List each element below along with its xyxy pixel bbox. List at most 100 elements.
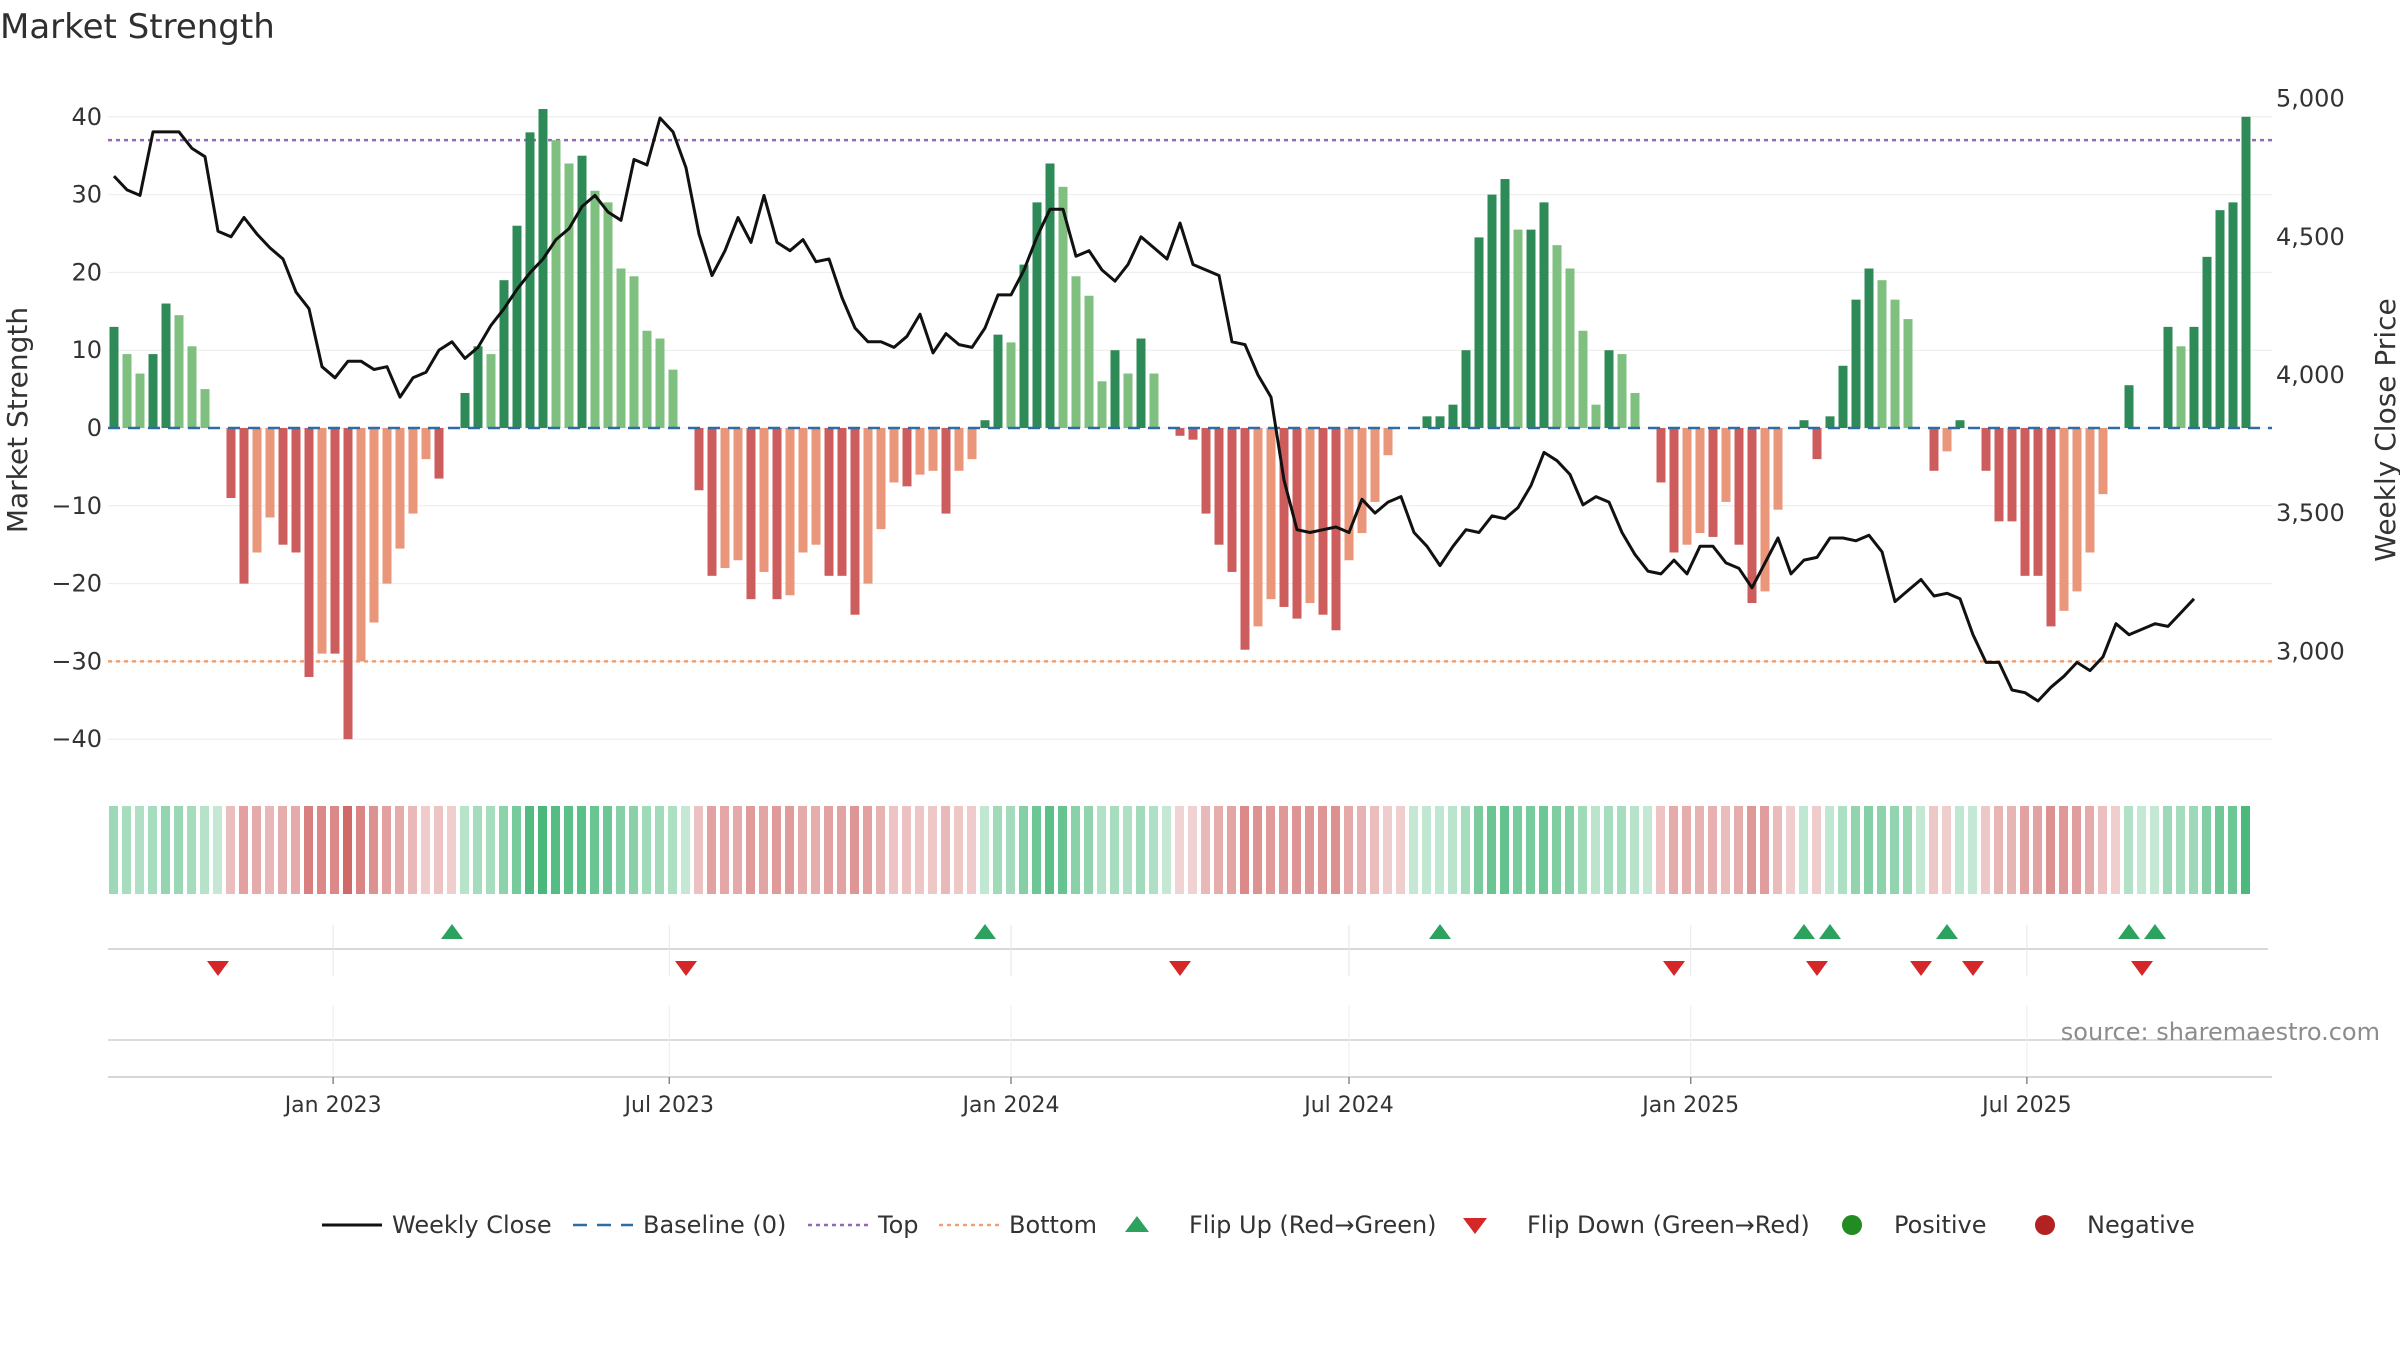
legend-triangle-up-icon [1125,1216,1149,1232]
flip-markers-panel [108,924,2268,976]
strength-bar [1734,428,1744,545]
strip-cell [1968,806,1977,894]
legend-item-top: Top [808,1211,919,1239]
strip-cell [1474,806,1483,894]
strip-cell [174,806,183,894]
strip-cell [408,806,417,894]
strip-cell [2033,806,2042,894]
strip-cell [1864,806,1873,894]
right-tick-label: 4,500 [2276,223,2345,251]
strength-bar [928,428,938,471]
strip-cell [304,806,313,894]
strip-cell [109,806,118,894]
strip-cell [1617,806,1626,894]
strength-bar [161,303,171,428]
strength-bar [343,428,353,740]
strength-bar [1981,428,1991,471]
x-tick-label: Jan 2024 [961,1093,1060,1118]
strength-bar [1747,428,1757,604]
strip-cell [733,806,742,894]
left-tick-label: 20 [71,258,102,286]
legend-label: Baseline (0) [643,1211,786,1239]
strip-cell [577,806,586,894]
strip-cell [941,806,950,894]
chart-title: Market Strength [0,7,275,47]
strip-cell [1331,806,1340,894]
strength-bar [733,428,743,561]
strip-cell [642,806,651,894]
strength-bar [1526,229,1536,428]
strength-bar [1578,330,1588,428]
strip-cell [473,806,482,894]
strip-cell [2059,806,2068,894]
flip-up-marker [1819,924,1841,939]
strength-bar [863,428,873,584]
weekly-close-series [112,116,2196,703]
strength-bar [694,428,704,491]
strip-cell [980,806,989,894]
strip-cell [1435,806,1444,894]
strength-bar [785,428,795,596]
strip-cell [1253,806,1262,894]
strip-cell [1812,806,1821,894]
strip-cell [1487,806,1496,894]
strength-bar [317,428,327,654]
strip-cell [395,806,404,894]
strip-cell [1344,806,1353,894]
strength-bar [1877,280,1887,428]
legend-item-bottom: Bottom [939,1211,1097,1239]
strip-cell [2020,806,2029,894]
flip-up-marker [441,924,463,939]
strip-cell [681,806,690,894]
legend-circle-icon [1842,1215,1862,1235]
legend-label: Negative [2087,1211,2195,1239]
strip-cell [1188,806,1197,894]
legend-label: Positive [1894,1211,1987,1239]
strip-cell [148,806,157,894]
strength-bar [109,326,119,428]
left-tick-label: 40 [71,103,102,131]
strip-cell [2085,806,2094,894]
right-axis-title: Weekly Close Price [2369,298,2400,561]
strip-cell [1643,806,1652,894]
strength-bar [1994,428,2004,522]
left-tick-label: 0 [87,414,102,442]
strength-bar [642,330,652,428]
strength-bar [2215,210,2225,428]
strip-cell [1526,806,1535,894]
strip-cell [1201,806,1210,894]
legend-label: Top [877,1211,919,1239]
strength-bar [460,392,470,428]
left-tick-label: 10 [71,336,102,364]
strip-cell [1552,806,1561,894]
strip-cell [1305,806,1314,894]
strip-cell [499,806,508,894]
strength-bar [1539,202,1549,428]
strength-bar [1422,416,1432,428]
strip-cell [382,806,391,894]
strip-cell [1032,806,1041,894]
strip-cell [2176,806,2185,894]
x-tick-label: Jul 2024 [1302,1093,1394,1118]
strength-bar [421,428,431,460]
strip-cell [525,806,534,894]
strength-bar [1071,276,1081,428]
strip-cell [1591,806,1600,894]
strip-cell [824,806,833,894]
strength-bar [538,109,548,429]
strength-bar [1084,295,1094,428]
strip-cell [1708,806,1717,894]
strip-cell [1409,806,1418,894]
strip-cell [1045,806,1054,894]
strength-bar [551,140,561,428]
strength-bar [1032,202,1042,428]
strip-cell [928,806,937,894]
strip-cell [187,806,196,894]
legend: Weekly Close Baseline (0) Top Bottom Flip Up… [322,1211,2195,1239]
strength-bar [1136,338,1146,428]
strip-cell [2150,806,2159,894]
strip-cell [1669,806,1678,894]
strength-bar [187,346,197,428]
strip-cell [1578,806,1587,894]
